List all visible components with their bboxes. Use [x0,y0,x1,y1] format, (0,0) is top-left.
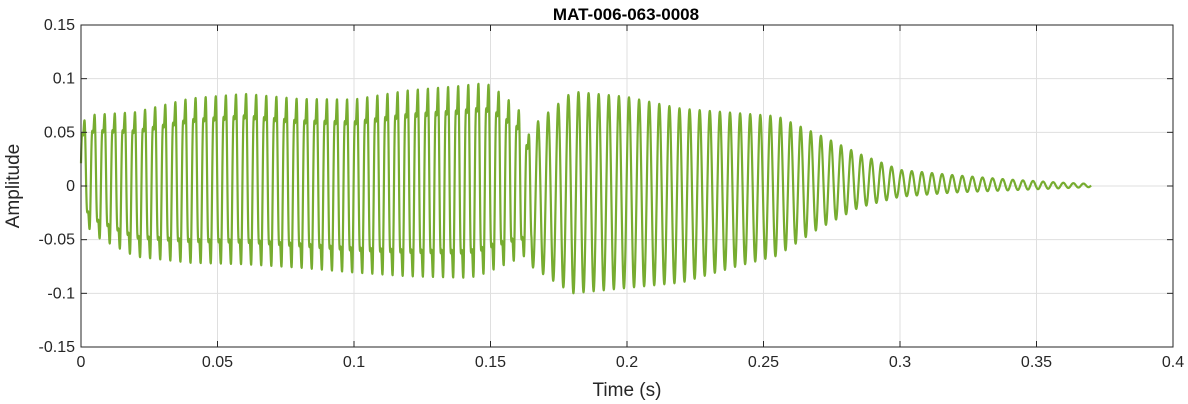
x-tick-label: 0.15 [475,354,506,371]
y-tick-label: 0.1 [53,71,75,88]
x-tick-label: 0 [77,354,86,371]
x-tick-label: 0.35 [1021,354,1052,371]
x-tick-label: 0.1 [343,354,365,371]
y-tick-label: 0.05 [44,124,75,141]
x-tick-labels: 0 0.05 0.1 0.15 0.2 0.25 0.3 0.35 0.4 [77,25,1184,371]
y-tick-labels: 0.15 0.1 0.05 0 -0.05 -0.1 -0.15 [39,17,1173,356]
x-axis-label: Time (s) [593,380,662,401]
x-tick-label: 0.25 [748,354,779,371]
chart-title: MAT-006-063-0008 [553,5,699,24]
x-tick-label: 0.3 [889,354,911,371]
y-tick-label: -0.05 [39,232,76,249]
x-tick-label: 0.05 [202,354,233,371]
x-tick-label: 0.4 [1162,354,1184,371]
x-tick-label: 0.2 [616,354,638,371]
waveform-series-line [79,82,1092,295]
y-tick-label: 0.15 [44,17,75,34]
y-tick-label: -0.1 [47,285,75,302]
y-axis-label: Amplitude [3,144,24,229]
y-tick-label: 0 [66,178,75,195]
y-tick-label: -0.15 [39,339,76,356]
series-layer [79,82,1092,295]
